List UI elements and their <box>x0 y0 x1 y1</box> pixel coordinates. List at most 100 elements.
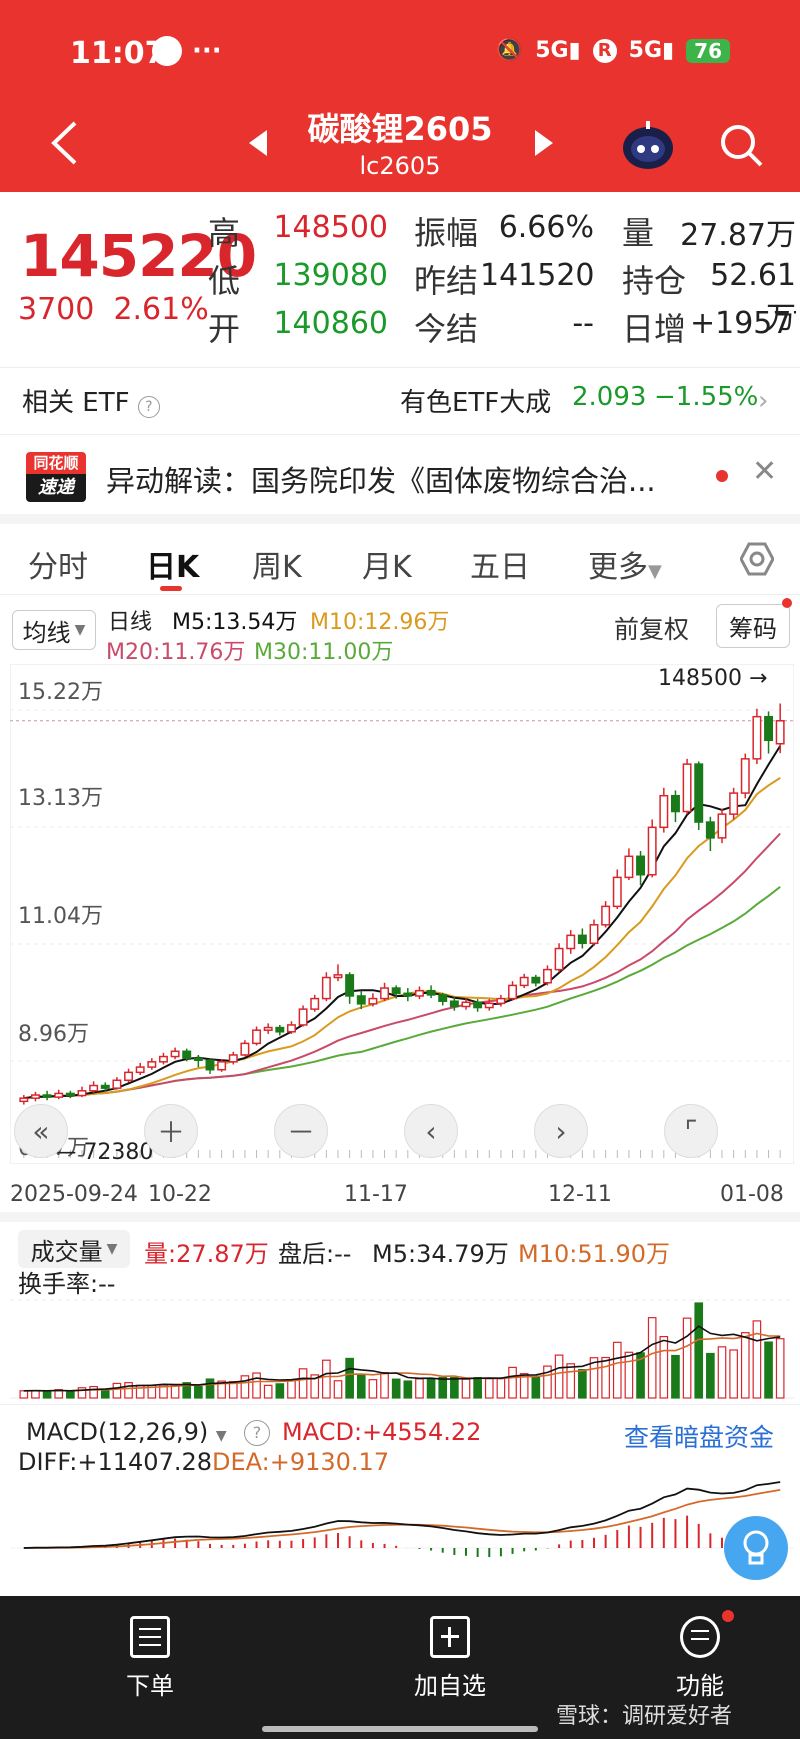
volume-bar <box>310 1374 320 1399</box>
search-icon[interactable] <box>718 122 764 168</box>
volume-indicator-select[interactable]: 成交量 ▼ <box>18 1230 130 1268</box>
volume-bar <box>240 1375 250 1399</box>
candle-body <box>30 1094 40 1099</box>
candle-body <box>519 976 529 987</box>
candle-body <box>228 1054 238 1063</box>
signal-icon: 5G▮ <box>535 38 581 63</box>
volume-bar <box>322 1359 331 1399</box>
volume-bar <box>356 1374 366 1399</box>
adjust-button[interactable]: 前复权 <box>614 615 690 644</box>
zoom-in-icon[interactable]: ＋ <box>144 1104 198 1158</box>
dea-value: DEA:+9130.17 <box>212 1448 390 1476</box>
functions-label: 功能 <box>676 1672 724 1700</box>
lightbulb-icon[interactable] <box>724 1516 788 1580</box>
mute-icon: 🔕 <box>495 38 524 63</box>
chips-button[interactable]: 筹码 <box>716 604 790 648</box>
high-label: 高 <box>208 214 241 252</box>
volume-bar <box>89 1385 98 1399</box>
candle-body <box>391 987 401 995</box>
vol-ma10-line <box>23 1332 781 1392</box>
volume-bar <box>461 1378 471 1399</box>
candle-body <box>42 1094 52 1098</box>
order-icon <box>130 1616 170 1658</box>
today-settle-value: -- <box>572 306 594 341</box>
section-gap <box>0 1212 800 1222</box>
scroll-left-icon[interactable]: ‹ <box>404 1104 458 1158</box>
volume-legend: 量:27.87万 <box>144 1240 269 1268</box>
tab-weekly-k[interactable]: 周K <box>252 550 302 585</box>
y-axis-label: 11.04万 <box>18 904 103 929</box>
volume-bar <box>508 1366 517 1399</box>
dark-pool-link[interactable]: 查看暗盘资金 <box>624 1423 775 1452</box>
header-bar: 11:07 ··· 🔕 5G▮ R 5G▮ 76 碳酸锂2605 lc2605 <box>0 0 800 192</box>
candle-body <box>321 976 331 1000</box>
close-icon[interactable]: ✕ <box>752 454 778 489</box>
order-label: 下单 <box>126 1672 174 1700</box>
macd-indicator-select[interactable]: MACD(12,26,9) ▼ <box>26 1418 227 1446</box>
candle-body <box>414 989 424 997</box>
high-annotation: 148500 → <box>658 666 768 691</box>
candle-body <box>100 1084 110 1089</box>
x-axis-label: 2025-09-24 <box>10 1182 138 1207</box>
amplitude-value: 6.66% <box>498 210 594 245</box>
candle-body <box>717 813 727 839</box>
volume-bar <box>391 1378 401 1399</box>
order-button[interactable]: 下单 <box>80 1616 220 1701</box>
diff-line <box>23 1481 781 1549</box>
volume-bar <box>717 1346 727 1399</box>
open-interest-label: 持仓 <box>622 262 687 300</box>
next-contract-icon[interactable] <box>530 128 556 158</box>
volume-bar <box>287 1379 296 1399</box>
tab-daily-k[interactable]: 日K <box>146 550 200 585</box>
related-etf-row[interactable]: 相关 ETF ? 有色ETF大成 2.093 −1.55% › <box>0 368 800 434</box>
add-watchlist-button[interactable]: 加自选 <box>380 1616 520 1701</box>
candle-body <box>752 715 762 760</box>
more-label: 更多 <box>588 550 648 585</box>
tab-intraday[interactable]: 分时 <box>28 550 88 585</box>
app-notification-icon <box>152 36 182 66</box>
help-icon[interactable]: ? <box>244 1420 270 1446</box>
volume-bar <box>752 1320 762 1399</box>
candle-body <box>54 1092 64 1098</box>
volume-bar <box>764 1341 773 1399</box>
diff-value: DIFF:+11407.28 <box>18 1448 213 1476</box>
robot-assistant-icon[interactable] <box>620 118 676 174</box>
tab-monthly-k[interactable]: 月K <box>362 550 412 585</box>
volume-bar <box>77 1387 87 1399</box>
candle-body <box>508 984 518 1000</box>
low-label: 低 <box>208 262 241 300</box>
tab-more[interactable]: 更多▼ <box>588 542 662 586</box>
scroll-right-icon[interactable]: › <box>534 1104 588 1158</box>
volume-bar <box>19 1390 29 1399</box>
contract-code: lc2605 <box>359 152 441 180</box>
open-interest-value: 52.61万 <box>710 258 796 336</box>
news-banner[interactable]: 同花顺 速递 异动解读：国务院印发《固体废物综合治... ✕ <box>0 440 800 512</box>
add-icon <box>430 1616 470 1658</box>
macd-value: MACD:+4554.22 <box>282 1418 482 1446</box>
page-title: 碳酸锂2605 <box>307 110 493 148</box>
volume-bar <box>601 1356 610 1399</box>
candle-body <box>217 1061 227 1071</box>
candle-body <box>124 1071 134 1082</box>
back-icon[interactable] <box>44 118 84 168</box>
fullscreen-icon[interactable]: ⌜ <box>664 1104 718 1158</box>
zoom-out-icon[interactable]: － <box>274 1104 328 1158</box>
functions-button[interactable]: 功能 <box>630 1616 770 1701</box>
active-tab-indicator <box>160 586 182 591</box>
candle-body <box>461 1001 471 1008</box>
section-gap <box>0 514 800 524</box>
menu-icon <box>680 1616 720 1658</box>
candle-body <box>542 968 552 984</box>
candle-body <box>65 1092 75 1097</box>
divider <box>0 594 800 595</box>
candle-body <box>659 794 669 829</box>
settings-hexagon-icon[interactable] <box>739 542 775 580</box>
kline-chart[interactable] <box>10 664 794 1164</box>
home-indicator <box>262 1726 538 1732</box>
candle-body <box>135 1066 145 1074</box>
volume-bar <box>205 1378 215 1399</box>
tab-five-day[interactable]: 五日 <box>470 550 530 585</box>
indicator-select[interactable]: 均线 ▼ <box>12 610 96 650</box>
zoom-out-far-icon[interactable]: « <box>14 1104 68 1158</box>
prev-contract-icon[interactable] <box>246 128 272 158</box>
